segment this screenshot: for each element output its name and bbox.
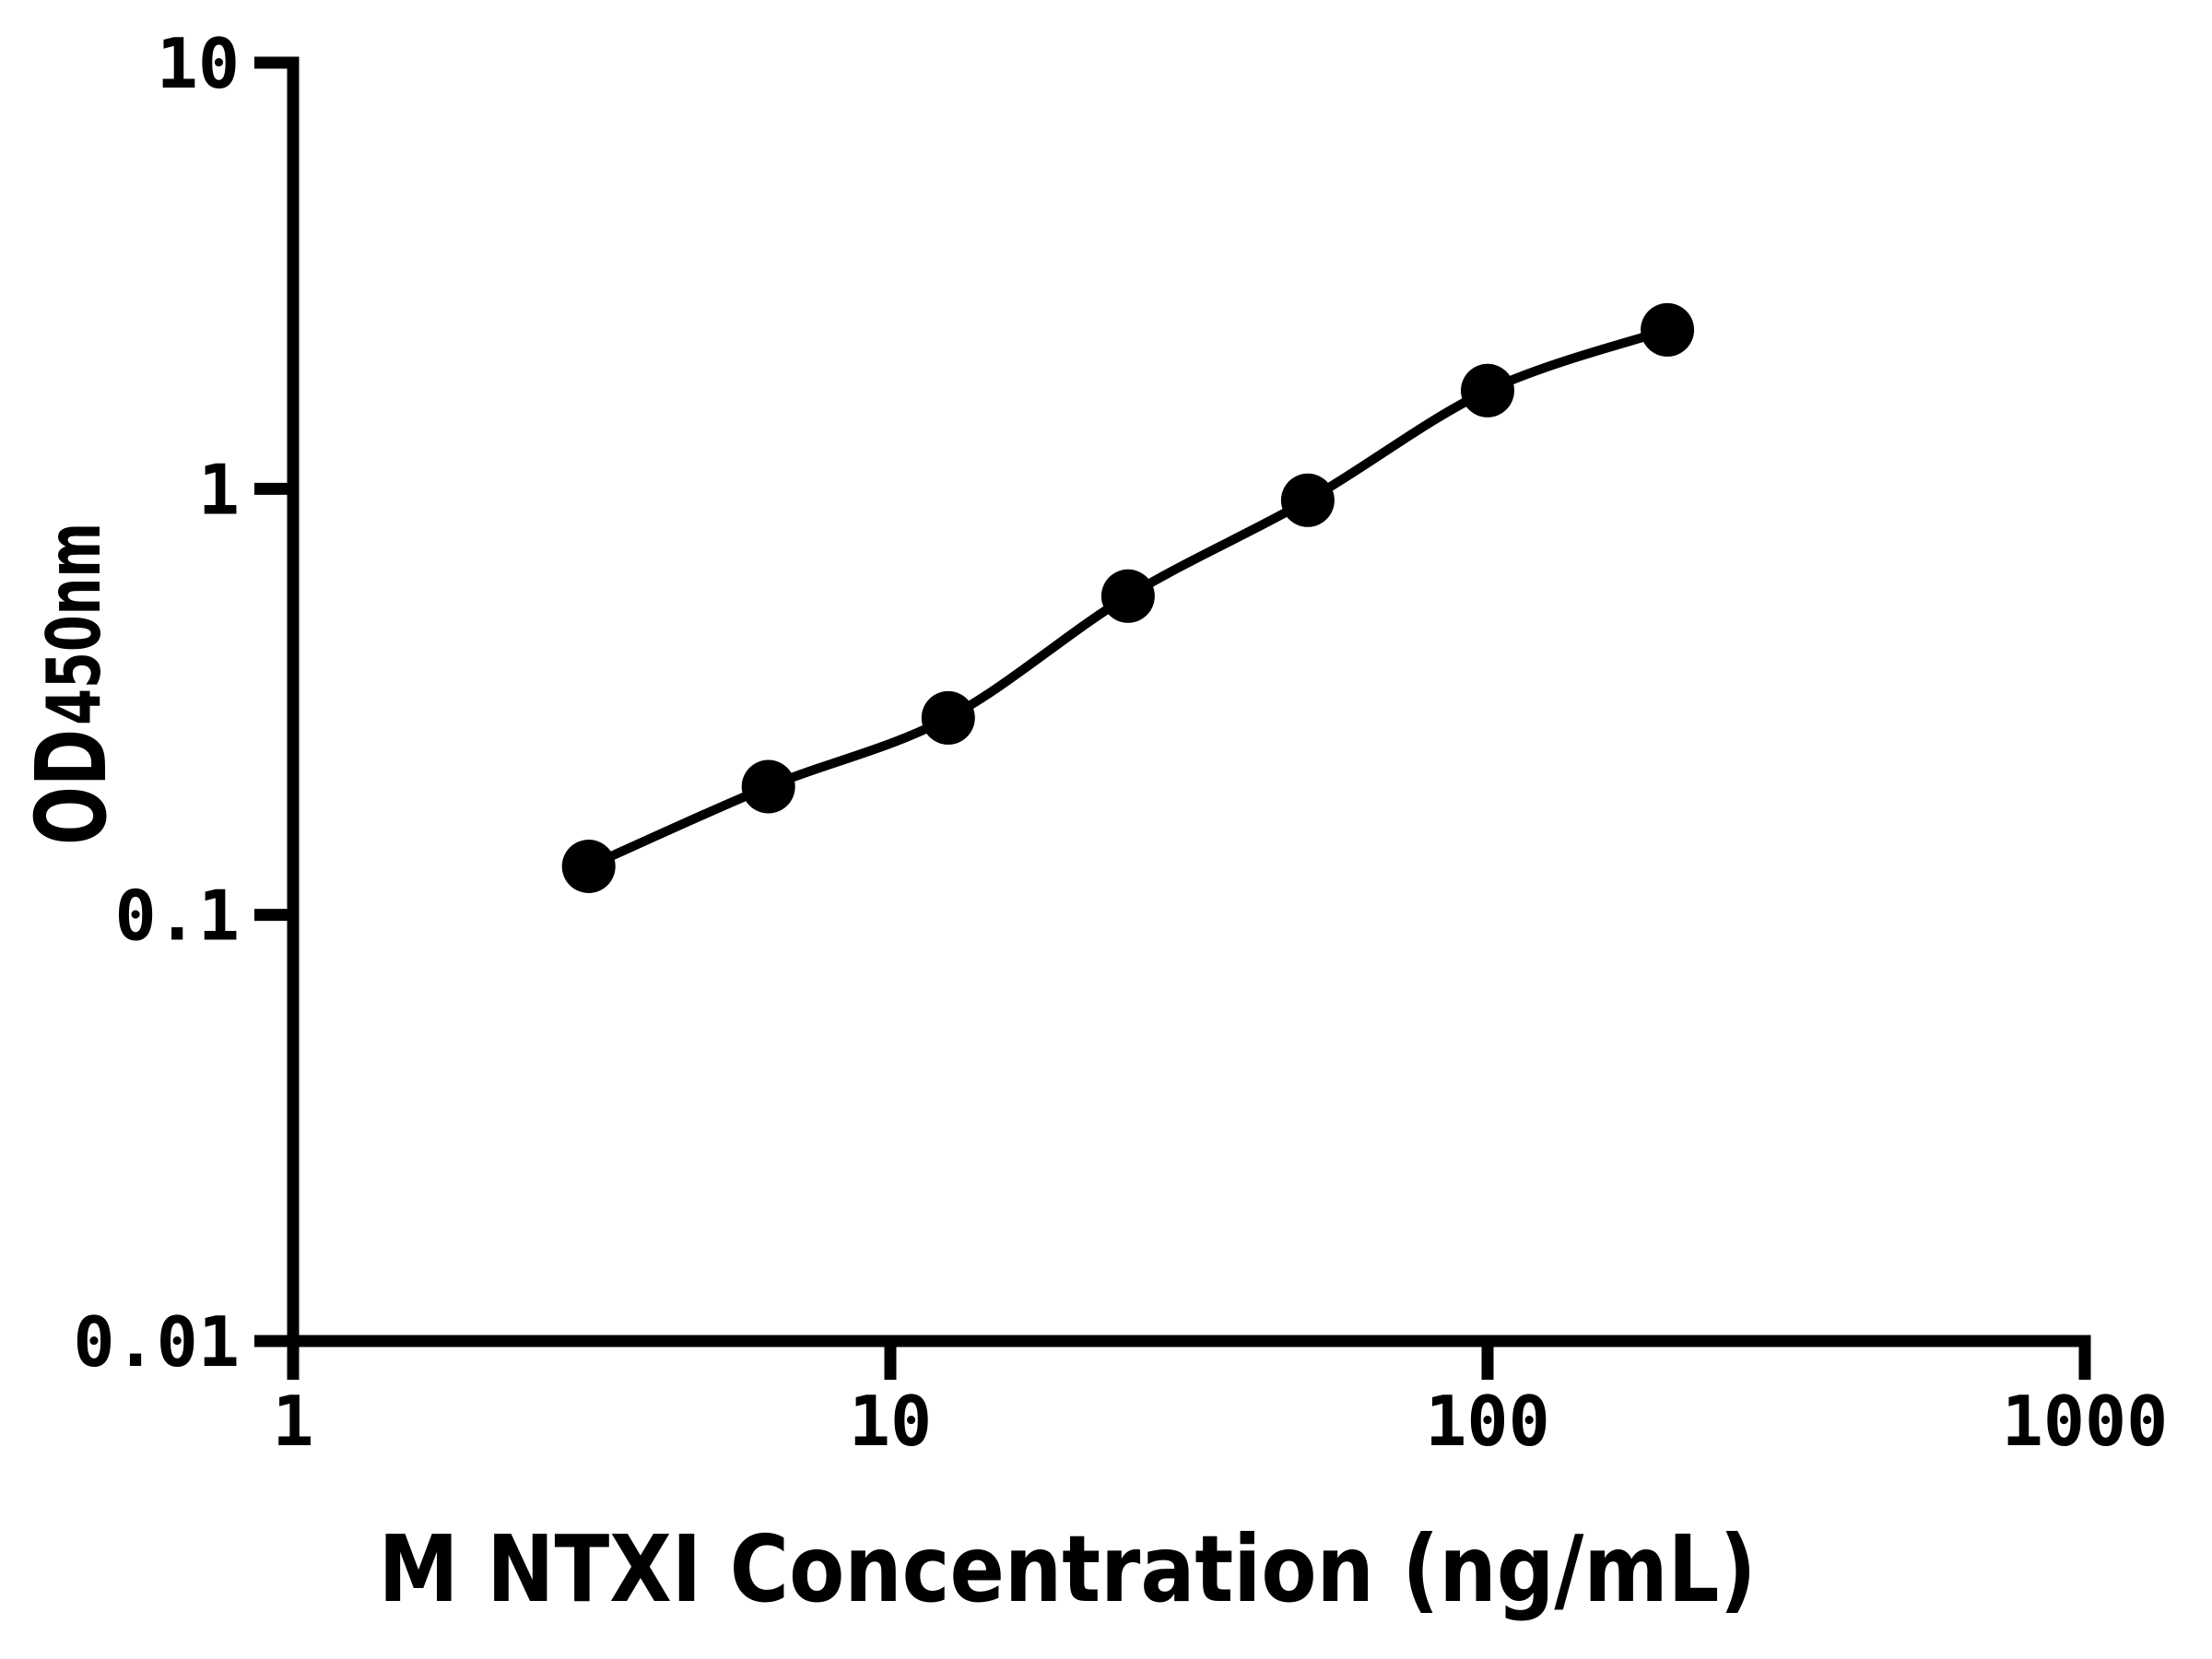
data-point — [741, 759, 795, 814]
x-tick-label: 100 — [1425, 1381, 1549, 1462]
axes — [287, 56, 2091, 1347]
y-tick-label: 1 — [198, 449, 240, 530]
data-point — [1100, 569, 1155, 623]
y-tick-label: 0.1 — [115, 876, 240, 957]
series-standard-curve — [561, 302, 1695, 893]
x-tick-label: 1 — [272, 1381, 313, 1462]
y-tick-label: 0.01 — [73, 1301, 240, 1382]
y-axis-title-sub: 450nm — [31, 523, 117, 725]
x-tick-label: 1000 — [2002, 1381, 2169, 1462]
y-axis-title-main: OD — [16, 729, 128, 845]
data-point — [1461, 363, 1514, 418]
data-point — [921, 690, 975, 745]
axis-ticks — [254, 56, 2091, 1380]
data-point — [561, 840, 616, 893]
x-axis-title: M NTXI Concentration (ng/mL) — [379, 1515, 1757, 1623]
x-tick-label: 10 — [849, 1381, 932, 1462]
data-point — [1641, 302, 1695, 357]
axis-tick-labels: 1 10 100 1000 0.01 0.1 1 10 — [73, 23, 2168, 1462]
y-tick-label: 10 — [157, 23, 240, 104]
data-point — [1280, 473, 1335, 527]
y-axis-title: OD 450nm — [16, 523, 128, 845]
